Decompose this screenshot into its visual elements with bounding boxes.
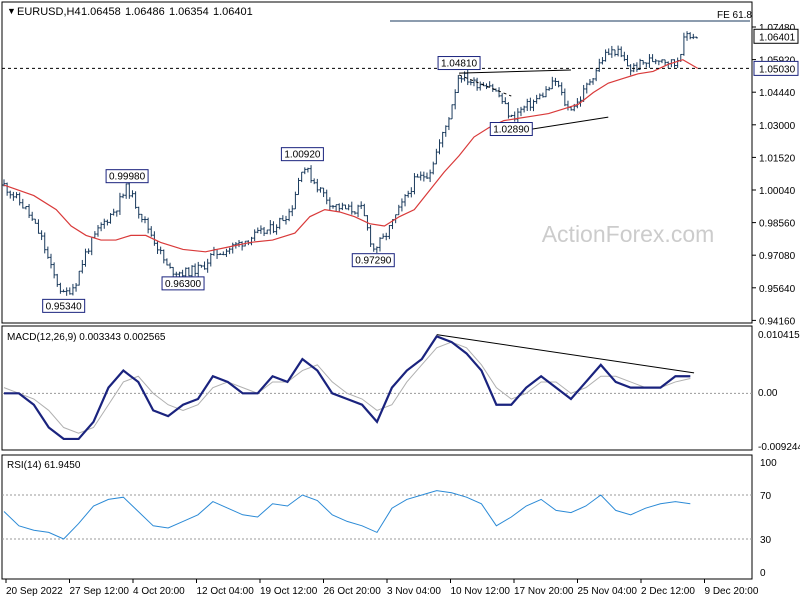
chart-header-close: 1.06401: [213, 6, 253, 18]
level-label: 1.02890: [493, 125, 530, 136]
x-tick-label: 19 Oct 12:00: [260, 586, 318, 597]
level-label-box: [280, 147, 324, 162]
rsi-panel-frame: [1, 454, 753, 580]
watermark: ActionForex.com: [542, 221, 715, 247]
price-y-tick-label: 1.01520: [759, 153, 796, 164]
fib-extension-label: FE 61.8: [717, 10, 752, 21]
x-tick-label: 9 Dec 20:00: [705, 586, 759, 597]
level-label-box: [105, 169, 149, 184]
level-label: 0.95340: [46, 301, 83, 312]
x-tick-label: 26 Oct 20:00: [324, 586, 382, 597]
level-label: 1.00920: [284, 150, 321, 161]
current-price-tag: [753, 28, 799, 44]
level-label-box: [42, 298, 86, 313]
price-y-tick-label: 1.03000: [759, 121, 796, 132]
x-tick-label: 20 Sep 2022: [6, 586, 63, 597]
rsi-y-tick-label: 100: [760, 458, 777, 469]
rsi-y-tick-label: 30: [760, 535, 772, 546]
chart-header-low: 1.06354: [169, 6, 209, 18]
chart-header-high: 1.06486: [125, 6, 165, 18]
x-tick-label: 17 Nov 20:00: [514, 586, 574, 597]
price-y-tick-label: 0.94160: [759, 316, 796, 327]
ma-price-tag: [753, 60, 799, 76]
price-y-tick-label: 1.04440: [759, 88, 796, 99]
macd-y-tick-label: -0.009244: [758, 442, 800, 453]
x-tick-label: 25 Nov 04:00: [578, 586, 638, 597]
moving-average-line: [3, 59, 699, 253]
macd-y-tick-label: 0.010415: [758, 330, 800, 341]
trendline: [459, 69, 571, 74]
chart-header-symbol: EURUSD,H4: [17, 6, 81, 18]
x-tick-label: 27 Sep 12:00: [70, 586, 130, 597]
price-y-tick-label: 1.00040: [759, 186, 796, 197]
level-label-box: [437, 56, 481, 71]
x-tick-label: 2 Dec 12:00: [641, 586, 695, 597]
price-tag-label: 1.05030: [759, 64, 796, 75]
macd-trendline: [436, 334, 695, 374]
price-y-tick-label: 0.97080: [759, 251, 796, 262]
level-label: 1.04810: [441, 59, 478, 70]
rsi-line: [3, 490, 691, 540]
chart-header-open: 1.06458: [81, 6, 121, 18]
rsi-title: RSI(14) 61.9450: [7, 460, 81, 471]
level-label-box: [161, 276, 205, 291]
chart-header-symbol-icon: ▼: [7, 6, 16, 16]
level-label: 0.96300: [165, 279, 202, 290]
macd-line: [4, 335, 691, 441]
price-y-tick-label: 1.07480: [759, 23, 796, 34]
rsi-y-tick-label: 70: [760, 491, 772, 502]
macd-signal-line: [3, 341, 691, 434]
level-label-box: [489, 122, 533, 137]
macd-title: MACD(12,26,9) 0.003343 0.002565: [7, 332, 166, 343]
level-label: 0.99980: [109, 172, 146, 183]
level-label-box: [351, 253, 395, 268]
x-tick-label: 12 Oct 04:00: [197, 586, 255, 597]
rsi-y-tick-label: 0: [760, 568, 766, 579]
price-tag-label: 1.06401: [759, 32, 796, 43]
x-tick-label: 3 Nov 04:00: [387, 586, 441, 597]
macd-panel-frame: [1, 325, 753, 451]
price-y-tick-label: 0.98560: [759, 219, 796, 230]
price-y-tick-label: 0.95640: [759, 284, 796, 295]
x-tick-label: 4 Oct 20:00: [133, 586, 185, 597]
level-label: 0.97290: [355, 256, 392, 267]
macd-y-tick-label: 0.00: [758, 388, 778, 399]
x-tick-label: 10 Nov 12:00: [451, 586, 511, 597]
price-panel-frame: [1, 1, 753, 324]
